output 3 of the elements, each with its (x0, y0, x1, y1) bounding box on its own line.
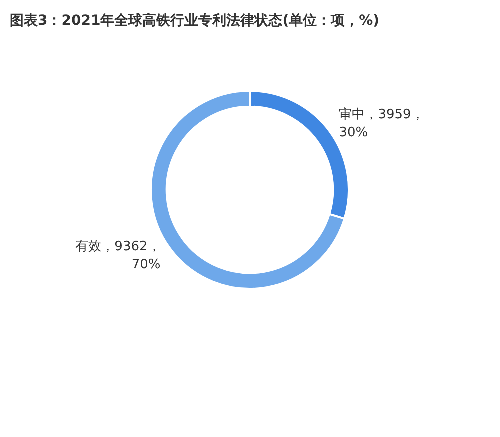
chart-title: 图表3：2021年全球高铁行业专利法律状态(单位：项，%) (10, 12, 380, 30)
slice-label: 审中，3959， 30% (339, 106, 424, 140)
slice-label: 有效，9362， 70% (76, 239, 161, 272)
